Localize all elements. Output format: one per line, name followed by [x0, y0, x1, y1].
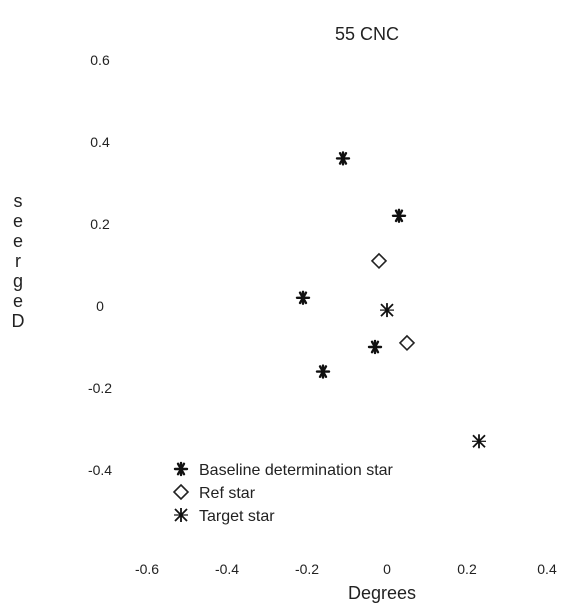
x-tick-label: -0.4 — [215, 561, 239, 577]
legend-label: Ref star — [199, 485, 256, 502]
y-tick-label: 0.6 — [90, 52, 110, 68]
x-tick-label: 0.2 — [457, 561, 477, 577]
x-tick-label: 0 — [383, 561, 391, 577]
data-point — [335, 151, 351, 166]
legend: Baseline determination star Ref star Targe… — [172, 461, 394, 525]
x-tick-labels: -0.6 -0.4 -0.2 0 0.2 0.4 — [135, 561, 557, 577]
data-point — [295, 290, 311, 305]
legend-marker — [173, 461, 189, 477]
x-axis-label: Degrees — [348, 583, 416, 603]
data-point — [472, 434, 486, 449]
data-point — [391, 208, 407, 224]
legend-label: Target star — [199, 508, 275, 525]
data-point — [398, 334, 416, 352]
y-tick-label: 0.4 — [90, 134, 110, 150]
data-point — [315, 364, 331, 379]
legend-marker — [172, 483, 190, 501]
y-tick-labels: 0.6 0.4 0.2 0 -0.2 -0.4 — [88, 52, 112, 478]
y-tick-label: -0.4 — [88, 462, 112, 478]
y-tick-label: -0.2 — [88, 380, 112, 396]
y-tick-label: 0.2 — [90, 216, 110, 232]
data-point — [367, 339, 383, 355]
x-tick-label: -0.2 — [295, 561, 319, 577]
y-tick-label: 0 — [96, 298, 104, 314]
x-tick-label: -0.6 — [135, 561, 159, 577]
legend-label: Baseline determination star — [199, 462, 394, 479]
x-tick-label: 0.4 — [537, 561, 557, 577]
data-point — [380, 303, 394, 318]
data-points — [295, 151, 486, 449]
chart-title: 55 CNC — [335, 24, 399, 44]
legend-marker — [174, 508, 188, 522]
data-point — [370, 252, 388, 270]
